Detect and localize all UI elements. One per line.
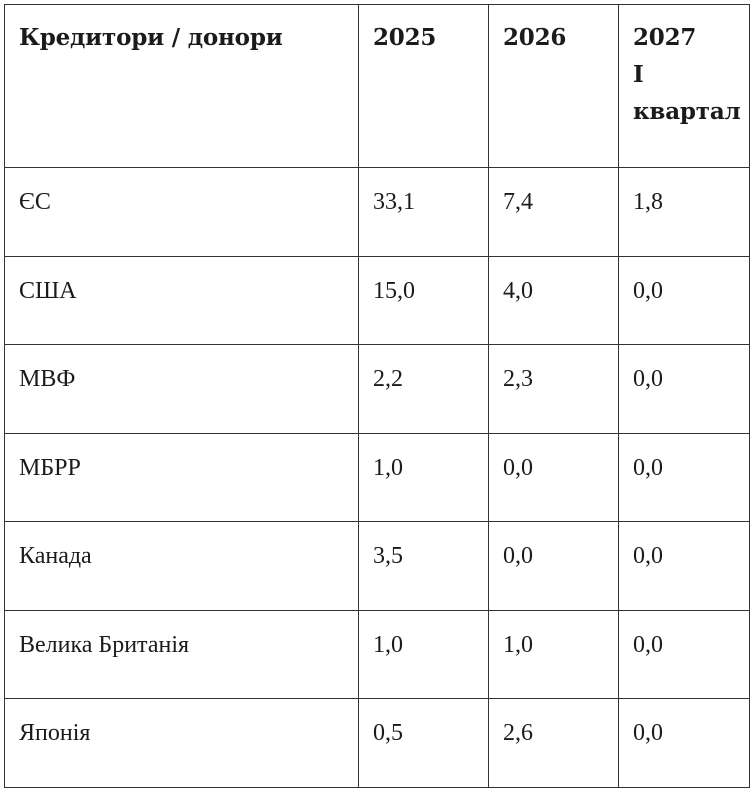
value-2026-cell: 2,6 [488, 698, 619, 788]
creditor-cell: ЄС [4, 167, 359, 257]
value-2027-cell: 0,0 [618, 255, 750, 345]
header-creditors: Кредитори / донори [4, 4, 359, 168]
header-2026: 2026 [488, 4, 619, 168]
creditor-cell: МВФ [4, 344, 359, 434]
value-2026-cell: 7,4 [488, 167, 619, 257]
header-text: 2027 [633, 24, 697, 51]
value-2026-cell: 1,0 [488, 609, 619, 699]
header-2025: 2025 [358, 4, 489, 168]
value-2025-cell: 33,1 [358, 167, 489, 257]
value-2025-cell: 15,0 [358, 255, 489, 345]
table-row: США 15,0 4,0 0,0 [4, 255, 750, 345]
value-2027-cell: 0,0 [618, 698, 750, 788]
creditor-cell: Велика Британія [4, 609, 359, 699]
creditors-table: Кредитори / донори 2025 2026 2027 I квар… [4, 4, 750, 788]
header-text: 2026 [503, 24, 567, 51]
header-2027-q1: 2027 I квартал [618, 4, 750, 168]
table-header-row: Кредитори / донори 2025 2026 2027 I квар… [4, 4, 750, 168]
creditor-cell: Японія [4, 698, 359, 788]
creditor-cell: США [4, 255, 359, 345]
header-text: 2025 [373, 24, 437, 51]
creditor-cell: Канада [4, 521, 359, 611]
table-row: МБРР 1,0 0,0 0,0 [4, 432, 750, 522]
value-2026-cell: 4,0 [488, 255, 619, 345]
header-text: квартал [633, 98, 741, 125]
value-2027-cell: 0,0 [618, 521, 750, 611]
value-2027-cell: 1,8 [618, 167, 750, 257]
table-row: Канада 3,5 0,0 0,0 [4, 521, 750, 611]
value-2027-cell: 0,0 [618, 432, 750, 522]
value-2026-cell: 0,0 [488, 432, 619, 522]
value-2026-cell: 2,3 [488, 344, 619, 434]
value-2025-cell: 0,5 [358, 698, 489, 788]
value-2025-cell: 1,0 [358, 609, 489, 699]
value-2025-cell: 1,0 [358, 432, 489, 522]
value-2027-cell: 0,0 [618, 344, 750, 434]
header-text: Кредитори / донори [19, 24, 283, 51]
value-2025-cell: 2,2 [358, 344, 489, 434]
table-row: Велика Британія 1,0 1,0 0,0 [4, 609, 750, 699]
table-row: ЄС 33,1 7,4 1,8 [4, 167, 750, 257]
value-2027-cell: 0,0 [618, 609, 750, 699]
header-text: I [633, 61, 644, 88]
table-row: МВФ 2,2 2,3 0,0 [4, 344, 750, 434]
value-2025-cell: 3,5 [358, 521, 489, 611]
table-row: Японія 0,5 2,6 0,0 [4, 698, 750, 788]
value-2026-cell: 0,0 [488, 521, 619, 611]
creditor-cell: МБРР [4, 432, 359, 522]
